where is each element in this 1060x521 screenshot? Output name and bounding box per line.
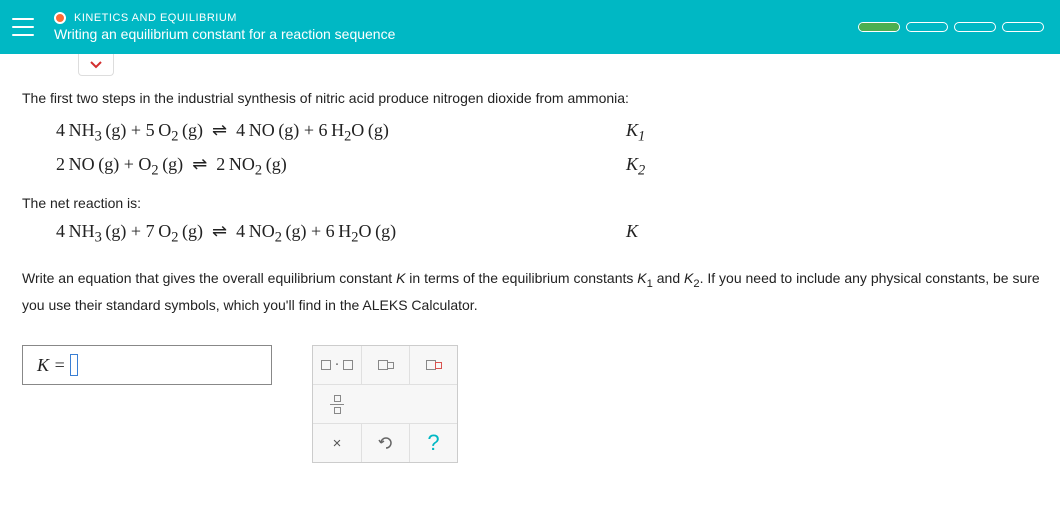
content: The first two steps in the industrial sy… — [0, 54, 1060, 481]
palette-superscript-button[interactable] — [409, 346, 457, 384]
palette-subscript-button[interactable] — [361, 346, 409, 384]
answer-cursor — [70, 354, 78, 376]
net-label: The net reaction is: — [22, 195, 1040, 211]
palette-clear-button[interactable]: × — [313, 424, 361, 462]
equation-net: 4 NH3 (g) + 7 O2 (g) ⇌ 4 NO2 (g) + 6 H2O… — [56, 221, 1040, 247]
palette-fraction-button[interactable] — [313, 385, 361, 423]
palette-multiply-button[interactable]: · — [313, 346, 361, 384]
hamburger-menu-icon[interactable] — [12, 18, 34, 36]
progress-bars — [858, 22, 1044, 32]
x-icon: × — [333, 435, 342, 452]
undo-icon — [377, 435, 395, 451]
progress-bar-1 — [858, 22, 900, 32]
answer-input[interactable]: K = — [22, 345, 272, 385]
expand-tab[interactable] — [78, 54, 114, 76]
answer-area: K = · — [22, 345, 1040, 463]
progress-bar-4 — [1002, 22, 1044, 32]
instructions: Write an equation that gives the overall… — [22, 267, 1040, 318]
topic-dot-icon — [54, 12, 66, 24]
intro-text: The first two steps in the industrial sy… — [22, 90, 1040, 106]
equation-1: 4 NH3 (g) + 5 O2 (g) ⇌ 4 NO (g) + 6 H2O … — [56, 120, 1040, 146]
help-icon: ? — [427, 430, 439, 456]
lesson-title: Writing an equilibrium constant for a re… — [54, 26, 395, 42]
header: KINETICS AND EQUILIBRIUM Writing an equi… — [0, 0, 1060, 54]
palette-help-button[interactable]: ? — [409, 424, 457, 462]
progress-bar-2 — [906, 22, 948, 32]
equation-palette: · × — [312, 345, 458, 463]
chevron-down-icon — [89, 60, 103, 70]
equation-2: 2 NO (g) + O2 (g) ⇌ 2 NO2 (g) K2 — [56, 154, 1040, 180]
topic-label: KINETICS AND EQUILIBRIUM — [74, 12, 237, 24]
answer-prefix: K = — [37, 355, 66, 376]
palette-undo-button[interactable] — [361, 424, 409, 462]
header-text: KINETICS AND EQUILIBRIUM Writing an equi… — [54, 12, 395, 42]
progress-bar-3 — [954, 22, 996, 32]
